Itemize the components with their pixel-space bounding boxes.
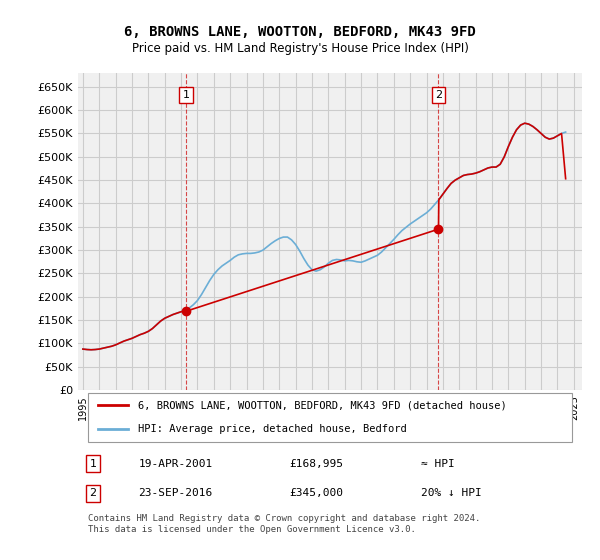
Text: £345,000: £345,000 xyxy=(290,488,344,498)
Text: 2: 2 xyxy=(89,488,97,498)
Text: ≈ HPI: ≈ HPI xyxy=(421,459,454,469)
Text: Contains HM Land Registry data © Crown copyright and database right 2024.
This d: Contains HM Land Registry data © Crown c… xyxy=(88,514,481,534)
Text: Price paid vs. HM Land Registry's House Price Index (HPI): Price paid vs. HM Land Registry's House … xyxy=(131,42,469,55)
Text: 19-APR-2001: 19-APR-2001 xyxy=(139,459,213,469)
Text: 1: 1 xyxy=(89,459,97,469)
Text: 2: 2 xyxy=(435,90,442,100)
Text: HPI: Average price, detached house, Bedford: HPI: Average price, detached house, Bedf… xyxy=(139,424,407,435)
Text: 1: 1 xyxy=(182,90,190,100)
Text: 23-SEP-2016: 23-SEP-2016 xyxy=(139,488,213,498)
Text: £168,995: £168,995 xyxy=(290,459,344,469)
Text: 20% ↓ HPI: 20% ↓ HPI xyxy=(421,488,481,498)
Text: 6, BROWNS LANE, WOOTTON, BEDFORD, MK43 9FD (detached house): 6, BROWNS LANE, WOOTTON, BEDFORD, MK43 9… xyxy=(139,400,507,410)
Text: 6, BROWNS LANE, WOOTTON, BEDFORD, MK43 9FD: 6, BROWNS LANE, WOOTTON, BEDFORD, MK43 9… xyxy=(124,25,476,39)
FancyBboxPatch shape xyxy=(88,393,572,442)
